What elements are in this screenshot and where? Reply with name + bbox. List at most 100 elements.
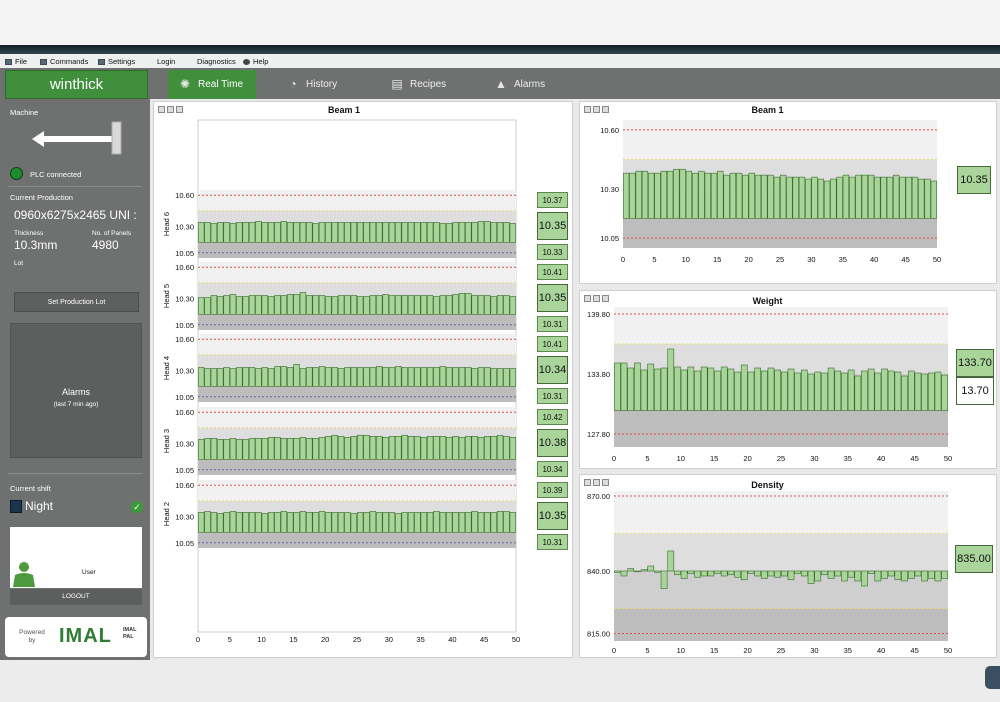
chart-icon[interactable] [593,295,600,302]
data-bar [395,435,402,460]
x-tick-label: 10 [682,255,690,264]
y-tick-label: 10.60 [175,408,194,417]
save-icon[interactable] [176,106,183,113]
zoom-icon[interactable] [584,479,591,486]
y-tick-label: 10.30 [175,513,194,522]
menu-settings[interactable]: Settings [98,57,135,66]
data-bar [293,222,300,243]
chart-icon[interactable] [593,106,600,113]
menu-commands[interactable]: Commands [40,57,88,66]
head-current-value: 10.35 [537,502,568,530]
data-bar [197,367,205,387]
data-bar [223,295,230,315]
x-tick-label: 40 [877,646,885,655]
data-bar [439,435,447,460]
data-bar [223,367,230,387]
save-icon[interactable] [602,479,609,486]
data-bar [477,437,485,460]
chart-icon[interactable] [593,479,600,486]
data-bar [509,223,517,243]
data-bar [654,172,661,219]
tab-alarms[interactable]: ▲ Alarms [495,77,546,91]
data-bar [509,368,517,387]
data-bar [717,170,724,219]
data-bar [714,370,721,411]
data-bar [941,374,948,411]
data-bar [720,366,728,411]
logout-button[interactable]: LOGOUT [10,589,142,605]
menu-help[interactable]: Help [243,57,268,66]
data-bar [236,367,243,387]
data-bar [867,570,875,574]
data-bar [854,570,862,582]
data-bar [229,223,237,243]
x-tick-label: 10 [677,646,685,655]
data-bar [350,295,358,315]
data-bar [299,222,307,243]
x-tick-label: 20 [321,635,329,644]
y-tick-label: 10.60 [175,481,194,490]
data-bar [401,434,408,460]
data-bar [242,512,249,533]
data-bar [490,296,497,315]
data-bar [433,296,440,315]
tab-recipes[interactable]: ▤ Recipes [391,77,447,91]
head-max-value: 10.42 [537,409,568,425]
data-bar [641,170,649,219]
data-bar [287,438,294,460]
zoom-icon[interactable] [584,106,591,113]
data-bar [312,512,319,533]
data-bar [426,367,434,387]
y-tick-label: 127.80 [587,430,610,439]
data-bar [388,367,396,387]
data-bar [357,512,364,533]
data-bar [407,435,415,460]
tolerance-band [198,314,516,330]
data-bar [736,172,743,219]
tolerance-band [198,282,516,299]
menu-file[interactable]: File [5,57,27,66]
data-bar [267,296,275,315]
alarms-panel[interactable]: Alarms (last 7 min ago) [10,323,142,458]
save-icon[interactable] [602,106,609,113]
data-bar [350,513,358,533]
data-bar [814,371,822,411]
data-bar [261,513,268,533]
imal-logo: IMAL [59,625,112,647]
data-bar [433,435,440,460]
zoom-icon[interactable] [158,106,165,113]
tab-real-time[interactable]: ✺ Real Time [168,70,256,99]
x-tick-label: 35 [844,454,852,463]
chart-icon[interactable] [167,106,174,113]
data-bar [654,570,661,573]
data-bar [357,222,364,243]
data-bar [426,512,434,533]
tab-history[interactable]: ◔ History [276,70,364,99]
data-bar [458,512,466,533]
side-scroll-handle[interactable] [985,666,1000,689]
menu-login[interactable]: Login [157,57,176,66]
head-max-value: 10.41 [537,336,568,352]
data-bar [901,570,908,582]
save-icon[interactable] [602,295,609,302]
data-bar [930,180,937,219]
data-bar [446,512,453,533]
set-production-lot-button[interactable]: Set Production Lot [14,292,139,312]
head-min-value: 10.31 [537,316,568,332]
data-bar [446,367,453,387]
data-bar [509,296,517,315]
data-bar [248,222,256,243]
data-bar [901,375,908,411]
data-bar [767,570,775,577]
data-bar [761,174,768,219]
zoom-icon[interactable] [584,295,591,302]
data-bar [914,372,922,411]
data-bar [760,570,768,579]
data-bar [229,294,237,315]
data-bar [509,437,517,460]
menu-diagnostics[interactable]: Diagnostics [197,57,236,66]
production-code: 0960x6275x2465 UNI : [14,208,137,222]
data-bar [325,512,332,533]
data-bar [490,435,497,460]
x-tick-label: 35 [416,635,424,644]
